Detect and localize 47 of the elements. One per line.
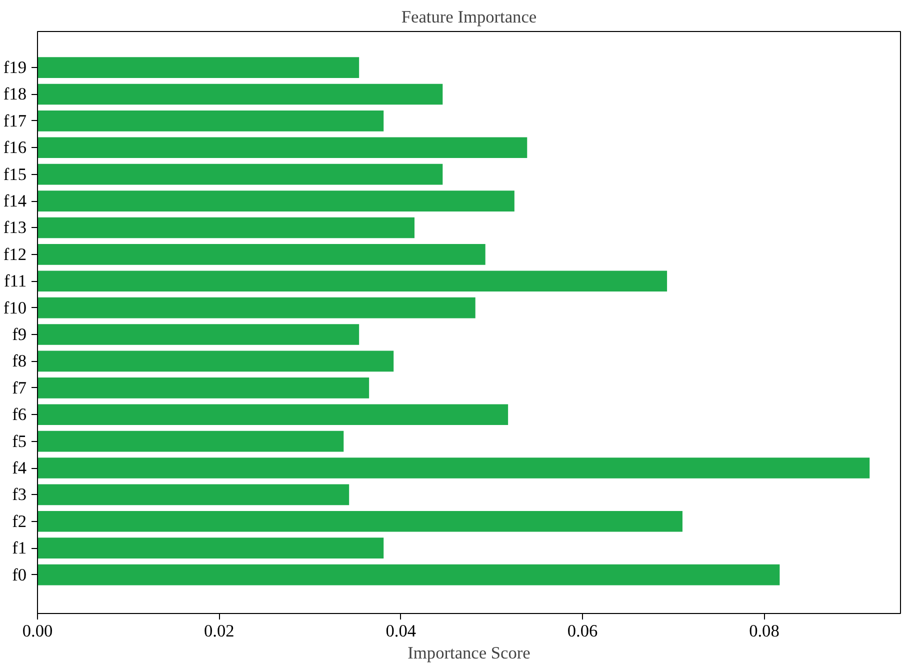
y-tick-label: f17 [3, 111, 27, 130]
bar [38, 217, 414, 238]
y-tick-label: f1 [12, 538, 27, 558]
bar [38, 350, 394, 372]
bar [38, 297, 476, 318]
y-tick-label: f19 [3, 58, 27, 78]
bar [38, 84, 443, 105]
bar [38, 538, 384, 559]
y-tick-label: f3 [12, 485, 27, 504]
bar [38, 324, 360, 345]
y-tick-label: f4 [12, 458, 27, 478]
x-tick-label: 0.04 [386, 622, 416, 640]
y-tick-label: f7 [12, 378, 27, 398]
bar [38, 244, 486, 265]
bar [38, 270, 668, 292]
bar [38, 458, 870, 478]
y-tick-label: f0 [12, 565, 27, 584]
x-tick-label: 0.02 [204, 622, 234, 640]
bar [38, 137, 528, 158]
y-tick-label: f11 [4, 272, 27, 291]
x-tick-label: 0.00 [22, 622, 53, 640]
bar [38, 484, 350, 506]
y-tick-label: f2 [12, 512, 27, 531]
y-tick-label: f5 [12, 432, 27, 451]
bar [38, 564, 780, 586]
y-tick-label: f15 [3, 164, 27, 184]
y-tick-label: f9 [12, 325, 27, 344]
x-tick-label: 0.08 [749, 622, 780, 640]
chart-title: Feature Importance [401, 8, 537, 26]
bar [38, 110, 384, 132]
y-tick-label: f8 [12, 352, 27, 371]
y-tick-label: f10 [3, 298, 27, 318]
bar [38, 57, 360, 78]
y-tick-label: f18 [3, 84, 27, 104]
bar [38, 190, 514, 212]
bar [38, 377, 370, 398]
y-tick-label: f12 [3, 244, 27, 264]
y-tick-label: f6 [12, 405, 27, 424]
bar [38, 430, 344, 452]
bar [38, 164, 443, 185]
y-tick-label: f16 [3, 138, 27, 158]
bar [38, 404, 508, 426]
x-tick-label: 0.06 [567, 622, 598, 640]
y-tick-label: f14 [3, 192, 27, 211]
y-tick-label: f13 [3, 218, 27, 238]
x-axis-title: Importance Score [408, 644, 531, 662]
bar [38, 510, 682, 532]
